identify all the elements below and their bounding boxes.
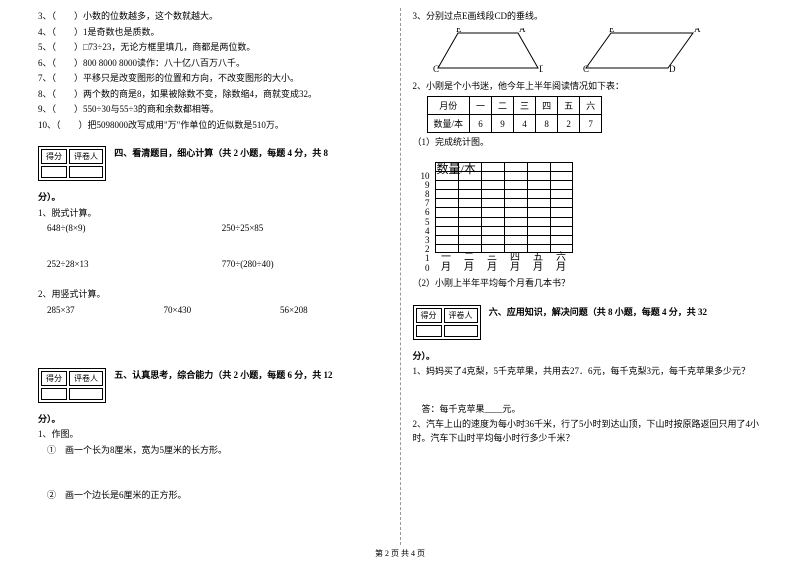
- fen-label: 分）。: [38, 191, 388, 205]
- score-box: 得分评卷人: [413, 305, 481, 340]
- q2-title: 2、小刚是个小书迷，他今年上半年阅读情况如下表：: [413, 80, 763, 94]
- svg-text:A: A: [519, 28, 526, 34]
- td: 6: [470, 115, 492, 133]
- bar-chart-grid: 数量/本 10 9 8 7 6 5 4 3 2 1 0 一月 二月 三月 四月 …: [413, 162, 763, 274]
- svg-text:E: E: [609, 28, 615, 34]
- y-axis: 10 9 8 7 6 5 4 3 2 1 0: [421, 172, 430, 273]
- x-tick: 二月: [464, 252, 474, 273]
- fen-label: 分）。: [38, 413, 388, 427]
- q6-1: 1、妈妈买了4克梨，5千克苹果，共用去27．6元，每千克梨3元，每千克苹果多少元…: [413, 365, 763, 379]
- calc-expr: 648÷(8×9): [38, 223, 213, 233]
- tf-item: 3、（ ）小数的位数越多，这个数就越大。: [38, 10, 388, 24]
- grader-label: 评卷人: [69, 371, 103, 386]
- svg-text:C: C: [583, 64, 589, 74]
- score-box: 得分评卷人: [38, 368, 106, 403]
- q3-title: 3、分别过点E画线段CD的垂线。: [413, 10, 763, 24]
- q6-2: 2、汽车上山的速度为每小时36千米，行了5小时到达山顶，下山时按原路返回只用了4…: [413, 418, 763, 445]
- q2-2: （2）小刚上半年平均每个月看几本书？: [413, 277, 763, 291]
- tf-item: 10、（ ）把5098000改写成用"万"作单位的近似数是510万。: [38, 119, 388, 133]
- tf-item: 7、（ ）平移只是改变图形的位置和方向，不改变图形的大小。: [38, 72, 388, 86]
- td: 数量/本: [427, 115, 470, 133]
- tf-list: 3、（ ）小数的位数越多，这个数就越大。 4、（ ）1是奇数也是质数。 5、（ …: [38, 10, 388, 132]
- calc-row: 648÷(8×9)250÷25×85: [38, 223, 388, 233]
- section-4-title: 四、看清题目，细心计算（共 2 小题，每题 4 分，共 8: [114, 148, 328, 158]
- x-tick: 三月: [487, 252, 497, 273]
- score-label: 得分: [41, 149, 67, 164]
- x-tick: 一月: [441, 252, 451, 273]
- x-tick: 四月: [510, 252, 520, 273]
- q5-1a: ① 画一个长为8厘米，宽为5厘米的长方形。: [38, 444, 388, 458]
- parallelogram-shape: E A C D: [583, 28, 703, 76]
- svg-text:C: C: [433, 64, 439, 74]
- tf-item: 4、（ ）1是奇数也是质数。: [38, 26, 388, 40]
- page-footer: 第 2 页 共 4 页: [0, 548, 800, 559]
- svg-text:E: E: [456, 28, 462, 34]
- grader-label: 评卷人: [444, 308, 478, 323]
- tf-item: 6、（ ）800 8000 8000读作：八十亿八百万八千。: [38, 57, 388, 71]
- q2-1: （1）完成统计图。: [413, 136, 763, 150]
- score-box: 得分评卷人: [38, 146, 106, 181]
- th: 二: [492, 97, 514, 115]
- chart-title: 数量/本: [437, 160, 476, 177]
- th: 四: [536, 97, 558, 115]
- y-tick: 0: [421, 264, 430, 273]
- th: 五: [558, 97, 580, 115]
- q5-1: 1、作图。: [38, 428, 388, 442]
- x-tick: 六月: [556, 252, 566, 273]
- calc-expr: 250÷25×85: [213, 223, 388, 233]
- tf-item: 9、（ ）550÷30与55÷3的商和余数都相等。: [38, 103, 388, 117]
- tf-item: 8、（ ）两个数的商是8，如果被除数不变，除数缩4，商就变成32。: [38, 88, 388, 102]
- th: 一: [470, 97, 492, 115]
- td: 8: [536, 115, 558, 133]
- reading-table: 月份 一 二 三 四 五 六 数量/本 6 9 4 8 2 7: [427, 96, 603, 133]
- section-6-title: 六、应用知识，解决问题（共 8 小题，每题 4 分，共 32: [489, 307, 707, 317]
- trapezoid-shape: E A C D: [433, 28, 543, 76]
- x-tick: 五月: [533, 252, 543, 273]
- td: 2: [558, 115, 580, 133]
- q6-1-answer: 答：每千克苹果____元。: [413, 403, 763, 417]
- q5-1b: ② 画一个边长是6厘米的正方形。: [38, 489, 388, 503]
- th: 月份: [427, 97, 470, 115]
- th: 三: [514, 97, 536, 115]
- q4-1: 1、脱式计算。: [38, 207, 388, 221]
- calc-expr: 770÷(280÷40): [213, 259, 388, 269]
- grader-label: 评卷人: [69, 149, 103, 164]
- section-5-title: 五、认真思考，综合能力（共 2 小题，每题 6 分，共 12: [114, 370, 332, 380]
- calc-row: 252÷28×13770÷(280÷40): [38, 259, 388, 269]
- calc-expr: 285×37: [38, 305, 155, 315]
- calc-row: 285×3770×43056×208: [38, 305, 388, 315]
- calc-expr: 70×430: [155, 305, 272, 315]
- x-axis: 一月 二月 三月 四月 五月 六月: [435, 253, 763, 273]
- q4-2: 2、用竖式计算。: [38, 288, 388, 302]
- fen-label: 分）。: [413, 350, 763, 364]
- svg-text:A: A: [694, 28, 701, 34]
- calc-expr: 252÷28×13: [38, 259, 213, 269]
- td: 9: [492, 115, 514, 133]
- score-label: 得分: [416, 308, 442, 323]
- td: 7: [580, 115, 602, 133]
- svg-text:D: D: [539, 64, 543, 74]
- calc-expr: 56×208: [271, 305, 388, 315]
- th: 六: [580, 97, 602, 115]
- tf-item: 5、（ ）□73÷23，无论方框里填几，商都是两位数。: [38, 41, 388, 55]
- shapes: E A C D E A C D: [433, 28, 763, 76]
- svg-text:D: D: [669, 64, 676, 74]
- td: 4: [514, 115, 536, 133]
- score-label: 得分: [41, 371, 67, 386]
